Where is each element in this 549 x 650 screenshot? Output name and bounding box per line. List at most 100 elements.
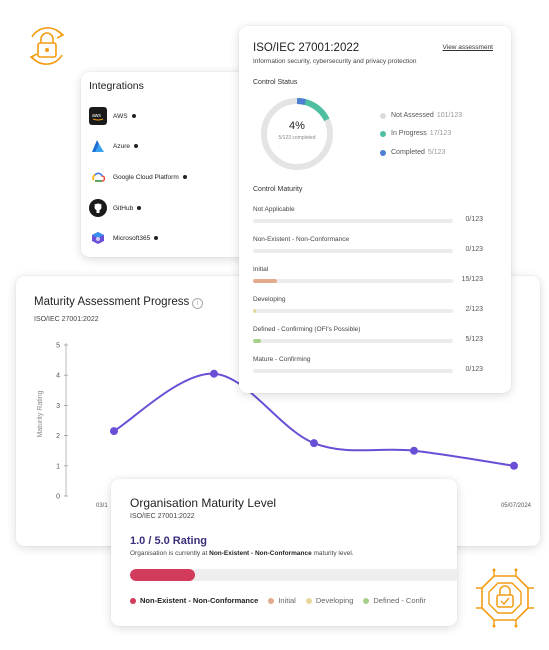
maturity-label: Developing: [253, 296, 286, 303]
maturity-label: Not Applicable: [253, 206, 295, 213]
maturity-bar: [253, 249, 453, 253]
integration-gcp[interactable]: Google Cloud Platform: [89, 167, 187, 187]
legend-label: Defined - Confir: [373, 596, 426, 605]
legend-item: Developing: [305, 596, 354, 605]
org-legend: Non-Existent - Non-Conformance Initial D…: [130, 596, 436, 605]
maturity-label: Mature - Confirming: [253, 356, 311, 363]
integration-label: Microsoft365: [113, 234, 151, 242]
data-point: [210, 369, 218, 378]
data-point: [510, 461, 518, 470]
maturity-bar: [253, 369, 453, 373]
integrations-title: Integrations: [89, 80, 144, 92]
y-tick-label: 0: [56, 494, 60, 501]
org-maturity-card: Organisation Maturity Level ISO/IEC 2700…: [111, 479, 457, 626]
integration-label: Google Cloud Platform: [113, 173, 179, 181]
legend-dot: [363, 597, 370, 604]
legend-label: Completed: [391, 149, 425, 156]
data-point: [310, 439, 318, 448]
svg-text:aws: aws: [92, 113, 101, 119]
y-tick-label: 2: [56, 433, 60, 440]
legend-count: 17/123: [429, 130, 452, 137]
x-tick-label: 03/1: [96, 503, 108, 509]
maturity-count: 0/123: [465, 216, 483, 223]
control-status-donut: [261, 98, 333, 170]
legend-item: Initial: [268, 596, 296, 605]
legend-dot: [380, 130, 386, 137]
maturity-label: Initial: [253, 266, 269, 273]
legend-dot: [130, 597, 136, 604]
integration-label: GitHub: [113, 204, 134, 212]
x-tick-label: 05/07/2024: [501, 503, 532, 509]
integration-label: AWS: [113, 112, 128, 120]
legend-item: Non-Existent - Non-Conformance: [130, 596, 258, 605]
maturity-bar: [253, 219, 453, 223]
y-axis-label: Maturity Rating: [37, 390, 44, 437]
control-status-completed: 5/123 completed: [278, 135, 316, 141]
maturity-bar: [253, 279, 453, 283]
legend-dot: [380, 149, 386, 156]
integration-azure[interactable]: Azure: [89, 136, 138, 156]
aws-logo-icon: aws: [89, 107, 107, 125]
integration-github[interactable]: GitHub: [89, 198, 142, 218]
status-dot: [137, 206, 142, 210]
maturity-line-chart: Maturity Rating 0 1 2 3 4 5 03/1 05/07/2024: [37, 343, 532, 510]
legend-label: In Progress: [391, 130, 427, 137]
maturity-count: 15/123: [461, 276, 483, 283]
maturity-bar: [253, 309, 453, 313]
integration-aws[interactable]: aws AWS: [89, 106, 136, 126]
legend-label: Not Assessed: [391, 112, 434, 119]
completed-arc: [261, 98, 333, 170]
org-maturity-fill: [130, 569, 196, 581]
control-status-heading: Control Status: [253, 79, 298, 86]
legend-dot: [380, 112, 386, 119]
maturity-bar: [253, 339, 453, 343]
google-cloud-logo-icon: [89, 168, 107, 186]
legend-count: 5/123: [427, 149, 446, 156]
progress-subtitle: ISO/IEC 27001:2022: [34, 316, 99, 323]
maturity-label: Non-Existent - Non-Conformance: [253, 236, 350, 243]
iso-title: ISO/IEC 27001:2022: [253, 42, 360, 54]
legend-item: Defined - Confir: [363, 596, 426, 605]
maturity-count: 5/123: [465, 336, 483, 343]
microsoft365-logo-icon: [89, 229, 107, 247]
org-rating: 1.0 / 5.0 Rating: [130, 535, 208, 547]
legend-label: Initial: [278, 596, 296, 605]
status-dot: [131, 114, 136, 118]
y-tick-label: 4: [56, 373, 60, 380]
maturity-count: 0/123: [465, 366, 483, 373]
legend-dot: [268, 597, 275, 604]
iso-subtitle: Information security, cybersecurity and …: [253, 58, 417, 65]
control-maturity-heading: Control Maturity: [253, 186, 303, 193]
legend-dot: [305, 597, 312, 604]
y-tick-label: 5: [56, 343, 60, 350]
data-point: [410, 446, 418, 455]
maturity-label: Defined - Confirming (OFI's Possible): [253, 326, 361, 333]
org-title: Organisation Maturity Level: [130, 496, 277, 510]
org-description: Organisation is currently at Non-Existen…: [130, 550, 354, 557]
lock-sync-icon: [29, 27, 65, 65]
org-subtitle: ISO/IEC 27001:2022: [130, 513, 195, 520]
maturity-count: 2/123: [465, 306, 483, 313]
org-maturity-bar: [130, 569, 457, 581]
legend-not-assessed: Not Assessed 101/123: [380, 112, 462, 119]
status-dot: [133, 144, 138, 148]
integration-label: Azure: [113, 142, 130, 150]
legend-in-progress: In Progress 17/123: [380, 130, 451, 137]
integration-microsoft365[interactable]: Microsoft365: [89, 228, 159, 248]
y-tick-label: 3: [56, 403, 60, 410]
circuit-lock-icon: [476, 568, 534, 628]
legend-count: 101/123: [436, 112, 463, 119]
info-icon[interactable]: i: [192, 298, 203, 309]
legend-label: Developing: [315, 596, 354, 605]
github-logo-icon: [89, 199, 107, 217]
progress-title: Maturity Assessment Progress: [34, 296, 190, 308]
legend-completed: Completed 5/123: [380, 149, 445, 156]
status-dot: [154, 236, 159, 240]
control-status-percent: 4%: [289, 120, 305, 132]
iso-assessment-card: ISO/IEC 27001:2022 View assessment Infor…: [239, 26, 511, 393]
azure-logo-icon: [89, 137, 107, 155]
y-tick-label: 1: [56, 463, 60, 470]
status-dot: [182, 175, 187, 179]
legend-label: Non-Existent - Non-Conformance: [140, 596, 259, 605]
view-assessment-link[interactable]: View assessment: [442, 44, 493, 51]
